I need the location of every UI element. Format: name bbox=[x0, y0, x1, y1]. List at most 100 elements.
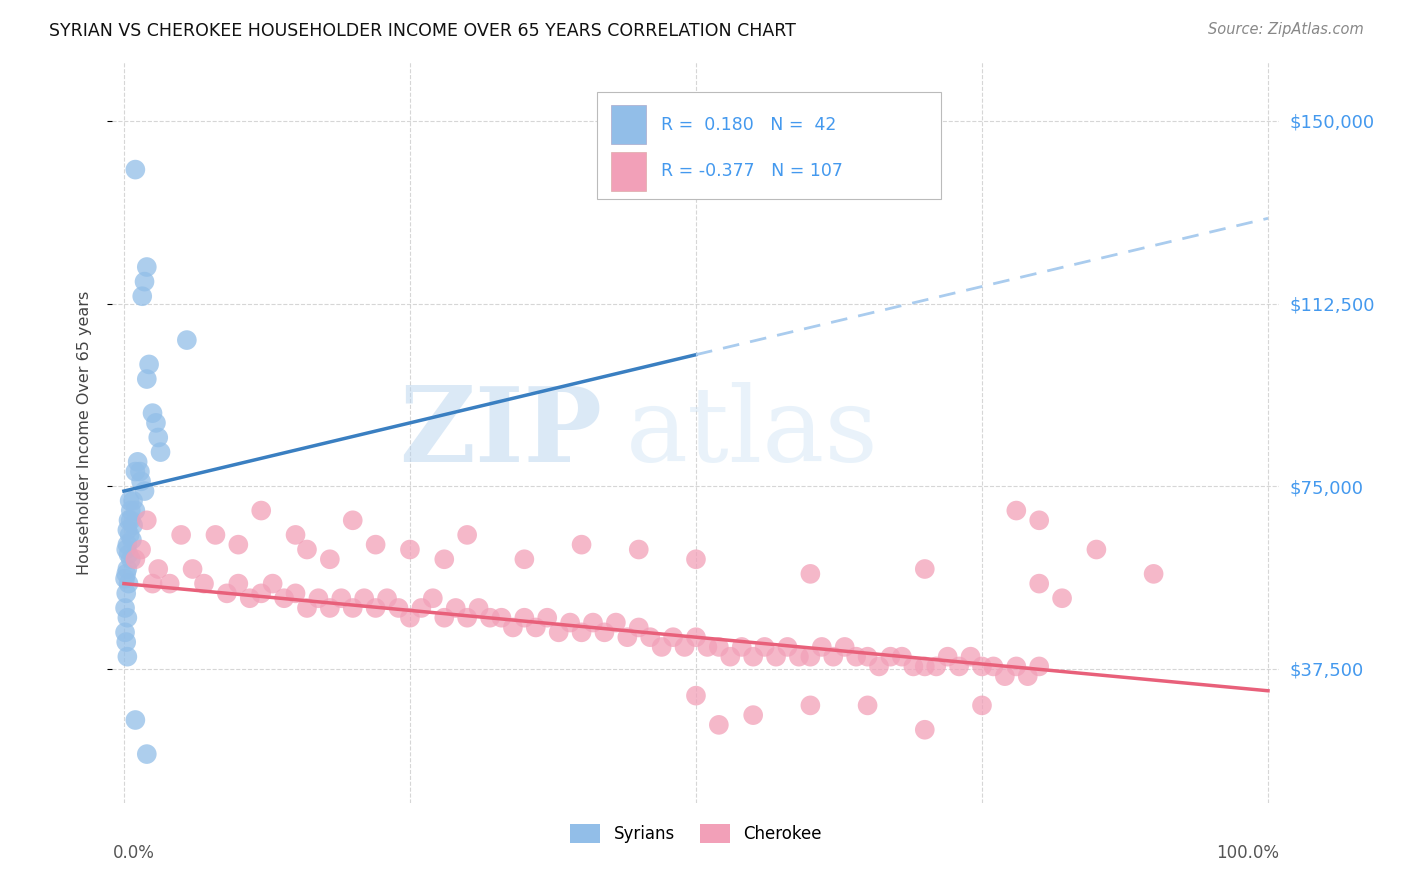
Point bbox=[627, 620, 650, 634]
Point bbox=[375, 591, 398, 606]
Point bbox=[141, 576, 163, 591]
Point bbox=[117, 538, 139, 552]
Point bbox=[228, 538, 250, 552]
Point bbox=[673, 640, 696, 654]
Point bbox=[627, 542, 650, 557]
Point bbox=[524, 620, 547, 634]
Point bbox=[145, 416, 167, 430]
Point bbox=[834, 640, 856, 654]
FancyBboxPatch shape bbox=[596, 92, 941, 200]
Point bbox=[120, 503, 142, 517]
Point bbox=[121, 533, 143, 547]
Point bbox=[651, 640, 673, 654]
Text: SYRIAN VS CHEROKEE HOUSEHOLDER INCOME OVER 65 YEARS CORRELATION CHART: SYRIAN VS CHEROKEE HOUSEHOLDER INCOME OV… bbox=[49, 22, 796, 40]
Point bbox=[364, 601, 387, 615]
Point bbox=[387, 601, 409, 615]
Point bbox=[685, 630, 707, 644]
Point bbox=[994, 669, 1017, 683]
Point bbox=[983, 659, 1005, 673]
Point bbox=[696, 640, 718, 654]
Point bbox=[1142, 566, 1164, 581]
Point bbox=[456, 528, 478, 542]
Point bbox=[662, 630, 685, 644]
Point bbox=[117, 513, 139, 527]
Point bbox=[239, 591, 262, 606]
Point bbox=[547, 625, 569, 640]
Point bbox=[491, 610, 513, 624]
Point bbox=[353, 591, 375, 606]
Point bbox=[593, 625, 616, 640]
Point bbox=[776, 640, 799, 654]
Point bbox=[479, 610, 502, 624]
Point bbox=[444, 601, 467, 615]
Point bbox=[558, 615, 581, 630]
Point bbox=[262, 576, 284, 591]
Point bbox=[742, 708, 765, 723]
Bar bbox=[610, 105, 645, 144]
Point bbox=[765, 649, 787, 664]
Point bbox=[914, 562, 936, 576]
Point bbox=[856, 649, 879, 664]
Point bbox=[170, 528, 193, 542]
Point bbox=[134, 275, 156, 289]
Point bbox=[114, 625, 136, 640]
Point bbox=[456, 610, 478, 624]
Point bbox=[117, 610, 139, 624]
Point bbox=[811, 640, 834, 654]
Point bbox=[228, 576, 250, 591]
Point bbox=[159, 576, 181, 591]
Point bbox=[685, 689, 707, 703]
Point bbox=[117, 562, 139, 576]
Point bbox=[115, 566, 138, 581]
Point bbox=[342, 601, 364, 615]
Point bbox=[890, 649, 912, 664]
Point bbox=[970, 659, 993, 673]
Point bbox=[1005, 659, 1028, 673]
Text: atlas: atlas bbox=[626, 382, 879, 483]
Point bbox=[193, 576, 215, 591]
Point bbox=[936, 649, 959, 664]
Point bbox=[742, 649, 765, 664]
Point bbox=[117, 576, 139, 591]
Point bbox=[342, 513, 364, 527]
Text: Source: ZipAtlas.com: Source: ZipAtlas.com bbox=[1208, 22, 1364, 37]
Point bbox=[122, 493, 145, 508]
Point bbox=[467, 601, 489, 615]
Point bbox=[115, 586, 138, 600]
Point bbox=[685, 552, 707, 566]
Point bbox=[131, 289, 153, 303]
Point bbox=[120, 552, 142, 566]
Point bbox=[754, 640, 776, 654]
Point bbox=[114, 601, 136, 615]
Point bbox=[914, 659, 936, 673]
Point bbox=[181, 562, 204, 576]
Point bbox=[433, 552, 456, 566]
Point bbox=[319, 601, 342, 615]
Point bbox=[122, 518, 145, 533]
Point bbox=[513, 610, 536, 624]
Point bbox=[148, 430, 170, 444]
Point bbox=[582, 615, 605, 630]
Point bbox=[959, 649, 981, 664]
Point bbox=[149, 445, 172, 459]
Point bbox=[129, 475, 152, 489]
Point bbox=[117, 649, 139, 664]
Point bbox=[138, 358, 160, 372]
Point bbox=[129, 465, 152, 479]
Point bbox=[118, 528, 141, 542]
Point bbox=[124, 503, 146, 517]
Point bbox=[823, 649, 845, 664]
Point bbox=[129, 542, 152, 557]
Point bbox=[284, 586, 307, 600]
Point bbox=[115, 542, 138, 557]
Point bbox=[273, 591, 295, 606]
Point bbox=[903, 659, 925, 673]
Point bbox=[787, 649, 810, 664]
Point bbox=[118, 493, 141, 508]
Point bbox=[135, 260, 157, 274]
Point bbox=[135, 372, 157, 386]
Point bbox=[1005, 503, 1028, 517]
Point bbox=[250, 503, 273, 517]
Point bbox=[638, 630, 661, 644]
Point bbox=[513, 552, 536, 566]
